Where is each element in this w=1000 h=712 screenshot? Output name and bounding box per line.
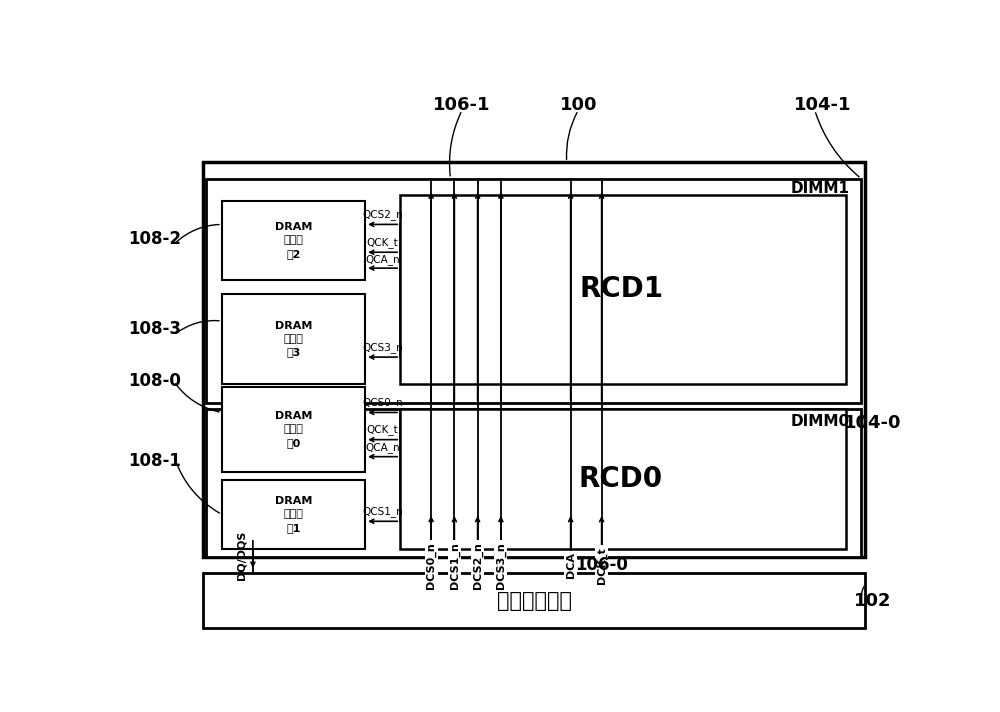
Text: DCS0_n: DCS0_n [426, 542, 436, 589]
Text: QCA_n: QCA_n [365, 442, 400, 454]
Text: QCA_n: QCA_n [365, 254, 400, 265]
Bar [202, 162, 865, 557]
Text: DQ/DQS: DQ/DQS [236, 531, 246, 580]
Text: DCA: DCA [566, 552, 576, 578]
Text: DRAM
存储器
组1: DRAM 存储器 组1 [275, 496, 312, 533]
Text: 106-1: 106-1 [433, 95, 491, 114]
Bar [400, 195, 846, 384]
Bar [206, 409, 861, 557]
Text: DRAM
存储器
组2: DRAM 存储器 组2 [275, 222, 312, 258]
Text: 108-3: 108-3 [128, 320, 181, 338]
Text: DIMM1: DIMM1 [791, 182, 850, 197]
Text: DCK_t: DCK_t [596, 547, 607, 584]
Text: QCS2_n: QCS2_n [362, 209, 403, 220]
Text: RCD0: RCD0 [579, 464, 663, 493]
Text: DCS3_n: DCS3_n [496, 542, 506, 589]
Text: DRAM
存储器
组0: DRAM 存储器 组0 [275, 412, 312, 448]
Text: DRAM
存储器
组3: DRAM 存储器 组3 [275, 321, 312, 357]
Text: RCD1: RCD1 [579, 276, 663, 303]
Text: QCK_t: QCK_t [367, 424, 399, 435]
Text: 104-1: 104-1 [794, 95, 851, 114]
Text: 102: 102 [854, 592, 892, 609]
Text: QCS1_n: QCS1_n [362, 506, 403, 517]
Bar [400, 409, 846, 549]
Bar [222, 480, 365, 549]
Text: 100: 100 [560, 95, 597, 114]
Text: QCS0_n: QCS0_n [362, 397, 403, 408]
Text: QCK_t: QCK_t [367, 237, 399, 248]
Text: QCS3_n: QCS3_n [362, 342, 403, 352]
Text: 108-1: 108-1 [128, 452, 181, 470]
Bar [222, 201, 365, 280]
Text: 108-0: 108-0 [128, 372, 181, 390]
Text: DCS1_n: DCS1_n [449, 542, 460, 589]
Text: 106-0: 106-0 [575, 556, 628, 574]
Text: 104-0: 104-0 [844, 414, 902, 431]
Text: DCS2_n: DCS2_n [472, 542, 483, 589]
Text: DIMM0: DIMM0 [790, 414, 850, 429]
Text: 108-2: 108-2 [128, 230, 181, 248]
Bar [206, 179, 861, 404]
Bar [222, 387, 365, 472]
Bar [202, 573, 865, 628]
Bar [222, 294, 365, 384]
Text: 存储器控制器: 存储器控制器 [497, 591, 572, 611]
